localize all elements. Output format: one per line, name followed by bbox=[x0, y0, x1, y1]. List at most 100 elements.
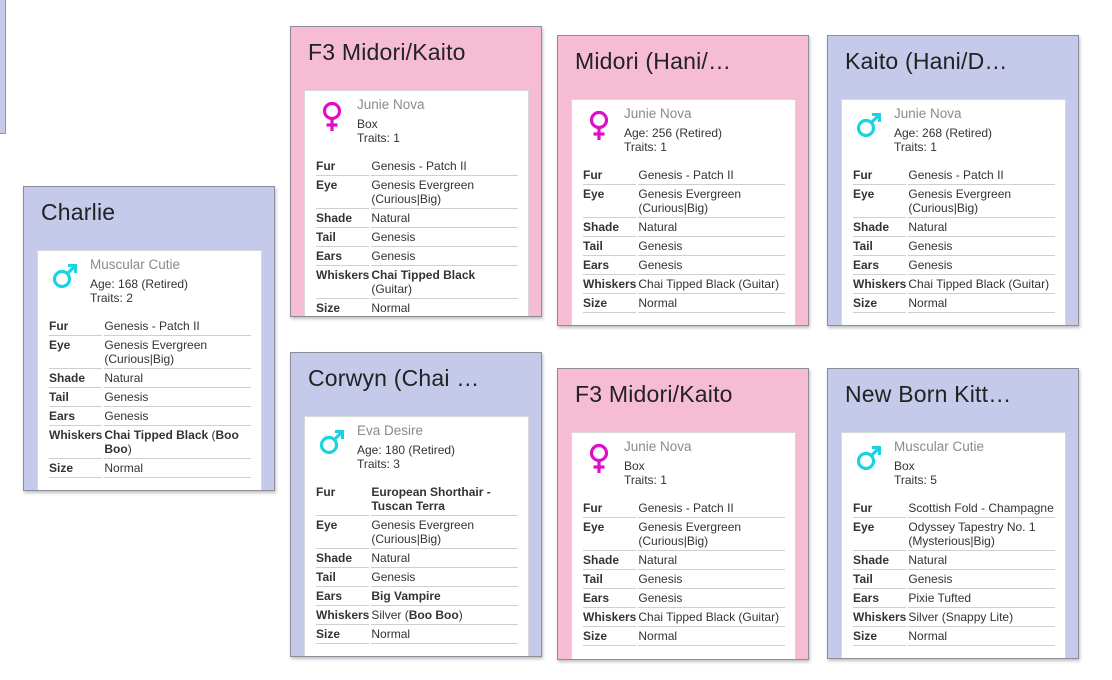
trait-row-size: Size Normal bbox=[583, 294, 785, 313]
eye-name: Genesis Evergreen bbox=[638, 520, 742, 534]
trait-value: Genesis Evergreen (Curious|Big) bbox=[371, 176, 518, 209]
trait-row-ears: Ears Pixie Tufted bbox=[853, 589, 1055, 608]
trait-value: Normal bbox=[371, 625, 518, 644]
trait-label: Fur bbox=[583, 499, 637, 518]
trait-label: Size bbox=[49, 459, 103, 478]
trait-value: Chai Tipped Black (Guitar) bbox=[371, 266, 518, 299]
trait-value: Chai Tipped Black (Guitar) bbox=[638, 608, 785, 627]
trait-row-tail: Tail Genesis bbox=[49, 388, 251, 407]
cat-meta: Age: 256 (Retired) Traits: 1 bbox=[624, 126, 722, 154]
cat-meta: Age: 180 (Retired) Traits: 3 bbox=[357, 443, 455, 471]
trait-label: Tail bbox=[583, 570, 637, 589]
trait-value: Genesis bbox=[638, 589, 785, 608]
cat-age: Age: 180 (Retired) bbox=[357, 443, 456, 457]
trait-table: Fur Genesis - Patch II Eye Genesis Evergre… bbox=[581, 499, 787, 646]
whiskers-base: Chai Tipped Black bbox=[104, 428, 209, 442]
trait-value: Genesis - Patch II bbox=[908, 166, 1055, 185]
trait-value: Normal bbox=[104, 459, 251, 478]
trait-label: Whiskers bbox=[583, 608, 637, 627]
trait-label: Shade bbox=[583, 551, 637, 570]
cat-card-kaito[interactable]: Kaito (Hani/D… Junie Nova Age: 268 (Reti… bbox=[827, 35, 1079, 326]
trait-label: Size bbox=[583, 294, 637, 313]
cat-card-charlie[interactable]: Charlie Muscular Cutie Age: 168 (Retired… bbox=[23, 186, 275, 491]
trait-row-ears: Ears Big Vampire bbox=[316, 587, 518, 606]
trait-row-ears: Ears Genesis bbox=[853, 256, 1055, 275]
trait-table: Fur European Shorthair - Tuscan Terra Eye G… bbox=[314, 483, 520, 644]
cat-details-panel: Junie Nova Box Traits: 1 Fur Genesis - Pa… bbox=[304, 90, 529, 316]
trait-row-eye: Eye Genesis Evergreen (Curious|Big) bbox=[316, 176, 518, 209]
trait-row-fur: Fur Genesis - Patch II bbox=[316, 157, 518, 176]
trait-label: Whiskers bbox=[853, 608, 907, 627]
trait-row-tail: Tail Genesis bbox=[316, 228, 518, 247]
trait-value: Normal bbox=[908, 294, 1055, 313]
cat-name: Junie Nova bbox=[624, 439, 692, 454]
trait-value: Natural bbox=[371, 549, 518, 568]
whiskers-gene: Boo Boo bbox=[408, 608, 459, 622]
cat-card-f3-midori-kaito-2[interactable]: F3 Midori/Kaito Junie Nova Box Traits: 1… bbox=[557, 368, 809, 660]
trait-row-whiskers: Whiskers Chai Tipped Black (Guitar) bbox=[316, 266, 518, 299]
cat-traits-count: Traits: 1 bbox=[624, 140, 667, 154]
trait-value: Natural bbox=[638, 218, 785, 237]
trait-value: Genesis Evergreen (Curious|Big) bbox=[638, 185, 785, 218]
trait-label: Ears bbox=[316, 247, 370, 266]
trait-row-ears: Ears Genesis bbox=[49, 407, 251, 426]
trait-value: Big Vampire bbox=[371, 587, 518, 606]
trait-value: Chai Tipped Black (Guitar) bbox=[638, 275, 785, 294]
cat-traits-count: Traits: 1 bbox=[894, 140, 937, 154]
whiskers-paren-close: ) bbox=[127, 442, 132, 456]
trait-row-ears: Ears Genesis bbox=[583, 589, 785, 608]
trait-label: Eye bbox=[583, 185, 637, 218]
eye-detail: (Curious|Big) bbox=[371, 532, 442, 546]
trait-label: Fur bbox=[853, 499, 907, 518]
trait-label: Tail bbox=[49, 388, 103, 407]
trait-label: Fur bbox=[316, 483, 370, 516]
trait-table: Fur Genesis - Patch II Eye Genesis Evergre… bbox=[314, 157, 520, 316]
male-icon bbox=[318, 427, 346, 459]
trait-value: European Shorthair - Tuscan Terra bbox=[371, 483, 518, 516]
trait-label: Shade bbox=[583, 218, 637, 237]
cat-card-new-born-kitten[interactable]: New Born Kitt… Muscular Cutie Box Traits… bbox=[827, 368, 1079, 659]
whiskers-base: Silver ( bbox=[371, 608, 409, 622]
trait-label: Whiskers bbox=[583, 275, 637, 294]
trait-row-tail: Tail Genesis bbox=[853, 570, 1055, 589]
eye-detail: (Curious|Big) bbox=[908, 201, 979, 215]
trait-value: Genesis bbox=[908, 237, 1055, 256]
trait-row-tail: Tail Genesis bbox=[853, 237, 1055, 256]
eye-detail: (Mysterious|Big) bbox=[908, 534, 995, 548]
trait-label: Eye bbox=[583, 518, 637, 551]
trait-label: Shade bbox=[316, 209, 370, 228]
trait-value: Normal bbox=[638, 627, 785, 646]
card-title: Charlie bbox=[41, 199, 116, 225]
trait-row-eye: Eye Genesis Evergreen (Curious|Big) bbox=[49, 336, 251, 369]
eye-name: Genesis Evergreen bbox=[908, 187, 1012, 201]
cat-meta: Age: 268 (Retired) Traits: 1 bbox=[894, 126, 992, 154]
cat-age: Age: 168 (Retired) bbox=[90, 277, 189, 291]
cat-traits-count: Traits: 1 bbox=[624, 473, 667, 487]
whiskers-gene-2: Boo bbox=[104, 442, 128, 456]
trait-label: Whiskers bbox=[49, 426, 103, 459]
whiskers-base: Chai Tipped Black bbox=[371, 268, 476, 282]
eye-detail: (Curious|Big) bbox=[371, 192, 442, 206]
cat-details-panel: Junie Nova Age: 268 (Retired) Traits: 1 … bbox=[841, 99, 1066, 325]
trait-row-whiskers: Whiskers Chai Tipped Black (Guitar) bbox=[583, 275, 785, 294]
trait-row-fur: Fur European Shorthair - Tuscan Terra bbox=[316, 483, 518, 516]
trait-value: Genesis Evergreen (Curious|Big) bbox=[371, 516, 518, 549]
cat-card-f3-midori-kaito[interactable]: F3 Midori/Kaito Junie Nova Box Traits: 1… bbox=[290, 26, 542, 317]
trait-label: Fur bbox=[49, 317, 103, 336]
cat-card-corwyn[interactable]: Corwyn (Chai … Eva Desire Age: 180 (Reti… bbox=[290, 352, 542, 657]
trait-row-shade: Shade Natural bbox=[853, 218, 1055, 237]
trait-row-size: Size Normal bbox=[853, 627, 1055, 646]
trait-label: Eye bbox=[316, 516, 370, 549]
trait-row-fur: Fur Genesis - Patch II bbox=[49, 317, 251, 336]
cat-card-midori[interactable]: Midori (Hani/… Junie Nova Age: 256 (Reti… bbox=[557, 35, 809, 326]
fur-line-1: European Shorthair - bbox=[371, 485, 491, 499]
fur-line-2: Tuscan Terra bbox=[371, 499, 445, 513]
trait-label: Tail bbox=[853, 570, 907, 589]
cat-details-panel: Junie Nova Box Traits: 1 Fur Genesis - Pa… bbox=[571, 432, 796, 659]
eye-name: Genesis Evergreen bbox=[371, 178, 475, 192]
trait-row-shade: Shade Natural bbox=[583, 218, 785, 237]
trait-row-eye: Eye Genesis Evergreen (Curious|Big) bbox=[853, 185, 1055, 218]
cat-meta: Age: 168 (Retired) Traits: 2 bbox=[90, 277, 188, 305]
trait-value: Normal bbox=[638, 294, 785, 313]
trait-row-whiskers: Whiskers Chai Tipped Black (Guitar) bbox=[853, 275, 1055, 294]
